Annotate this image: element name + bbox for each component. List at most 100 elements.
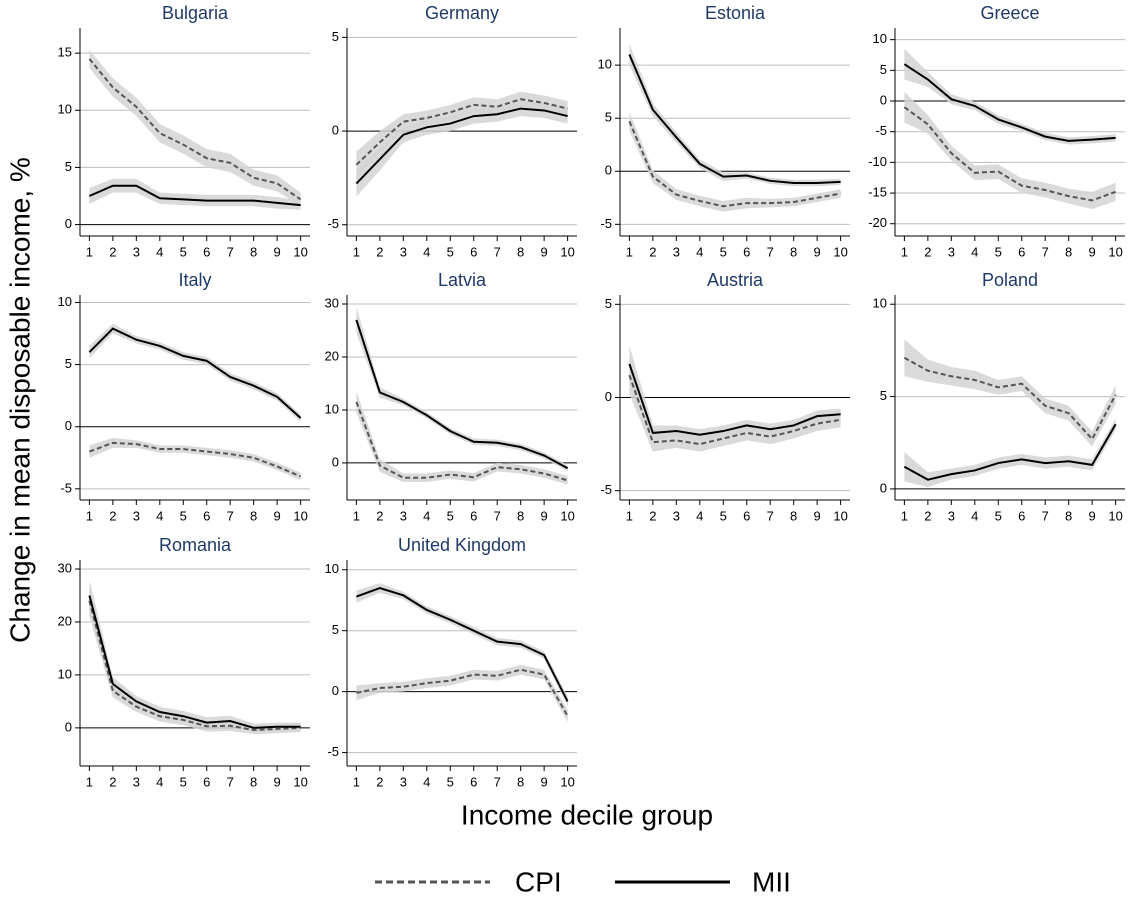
ci-band	[89, 178, 301, 210]
y-tick-label: 5	[605, 296, 612, 311]
y-tick-label: 20	[58, 613, 72, 628]
x-tick-label: 7	[227, 244, 234, 259]
x-tick-label: 4	[423, 244, 430, 259]
x-tick-label: 5	[180, 244, 187, 259]
x-tick-label: 7	[767, 508, 774, 523]
y-tick-label: 30	[325, 295, 339, 310]
x-tick-label: 10	[1108, 244, 1122, 259]
x-tick-label: 3	[133, 508, 140, 523]
x-tick-label: 8	[1065, 244, 1072, 259]
x-tick-label: 5	[995, 244, 1002, 259]
y-tick-label: -5	[600, 482, 612, 497]
x-tick-label: 5	[720, 244, 727, 259]
x-tick-label: 3	[400, 774, 407, 789]
x-tick-label: 10	[833, 508, 847, 523]
series-line	[356, 668, 569, 717]
series-line	[628, 54, 841, 184]
x-tick-label: 5	[995, 508, 1002, 523]
ci-band	[904, 91, 1116, 210]
x-tick-label: 10	[560, 244, 574, 259]
y-tick-label: 5	[332, 29, 339, 44]
y-tick-label: 10	[325, 401, 339, 416]
x-tick-label: 2	[649, 244, 656, 259]
series-line	[628, 363, 841, 436]
series-line	[355, 107, 568, 185]
y-tick-label: 0	[332, 454, 339, 469]
x-tick-label: 2	[376, 244, 383, 259]
x-tick-label: 2	[924, 244, 931, 259]
ci-band	[356, 391, 568, 485]
y-tick-label: 5	[65, 159, 72, 174]
y-tick-label: -5	[875, 123, 887, 138]
x-tick-label: 7	[227, 508, 234, 523]
x-tick-label: 8	[250, 244, 257, 259]
x-tick-label: 3	[673, 244, 680, 259]
panel-title: Latvia	[438, 270, 487, 290]
y-tick-label: 10	[58, 294, 72, 309]
panel-title: Italy	[178, 270, 211, 290]
y-tick-label: 5	[65, 356, 72, 371]
x-tick-label: 6	[743, 244, 750, 259]
x-tick-label: 2	[924, 508, 931, 523]
x-tick-label: 6	[203, 508, 210, 523]
x-tick-label: 3	[133, 244, 140, 259]
y-tick-label: -20	[868, 215, 887, 230]
x-tick-label: 5	[720, 508, 727, 523]
x-tick-label: 7	[494, 244, 501, 259]
series-line	[88, 595, 301, 729]
series-line	[88, 58, 302, 201]
series-line	[88, 600, 301, 731]
y-tick-label: 10	[873, 31, 887, 46]
x-tick-label: 1	[86, 244, 93, 259]
x-tick-label: 3	[133, 774, 140, 789]
x-tick-label: 10	[293, 774, 307, 789]
y-tick-label: 0	[605, 163, 612, 178]
x-tick-label: 4	[696, 508, 703, 523]
panel-title: United Kingdom	[398, 535, 526, 555]
panel-title: Germany	[425, 3, 499, 23]
x-tick-label: 1	[626, 244, 633, 259]
x-tick-label: 3	[400, 244, 407, 259]
x-tick-label: 9	[814, 244, 821, 259]
y-tick-label: 30	[58, 560, 72, 575]
x-tick-label: 10	[1108, 508, 1122, 523]
series-line	[88, 327, 302, 419]
panel-title: Austria	[707, 270, 764, 290]
x-tick-label: 7	[227, 774, 234, 789]
y-tick-label: 0	[880, 480, 887, 495]
x-tick-label: 9	[541, 244, 548, 259]
series-line	[89, 441, 302, 478]
y-tick-label: 15	[58, 45, 72, 60]
x-tick-label: 1	[86, 774, 93, 789]
x-tick-label: 1	[626, 508, 633, 523]
series-line	[903, 63, 1116, 142]
x-tick-label: 2	[376, 774, 383, 789]
x-tick-label: 4	[696, 244, 703, 259]
x-tick-label: 8	[250, 774, 257, 789]
x-tick-label: 6	[470, 774, 477, 789]
y-tick-label: 10	[873, 296, 887, 311]
x-tick-label: 8	[790, 508, 797, 523]
x-tick-label: 9	[541, 774, 548, 789]
y-tick-label: 5	[605, 110, 612, 125]
x-tick-label: 1	[353, 508, 360, 523]
ci-band	[356, 91, 568, 178]
x-tick-label: 1	[901, 244, 908, 259]
x-tick-label: 1	[353, 774, 360, 789]
x-tick-label: 4	[971, 244, 978, 259]
x-tick-label: 10	[560, 774, 574, 789]
x-tick-label: 4	[156, 508, 163, 523]
x-tick-label: 7	[767, 244, 774, 259]
panel-title: Estonia	[705, 3, 766, 23]
x-tick-label: 3	[673, 508, 680, 523]
x-tick-label: 7	[1042, 244, 1049, 259]
x-tick-label: 9	[814, 508, 821, 523]
ci-band	[629, 111, 841, 212]
x-tick-label: 3	[400, 508, 407, 523]
x-tick-label: 1	[901, 508, 908, 523]
x-tick-label: 2	[109, 508, 116, 523]
series-line	[356, 586, 569, 702]
y-tick-label: -15	[868, 184, 887, 199]
x-tick-label: 7	[494, 508, 501, 523]
